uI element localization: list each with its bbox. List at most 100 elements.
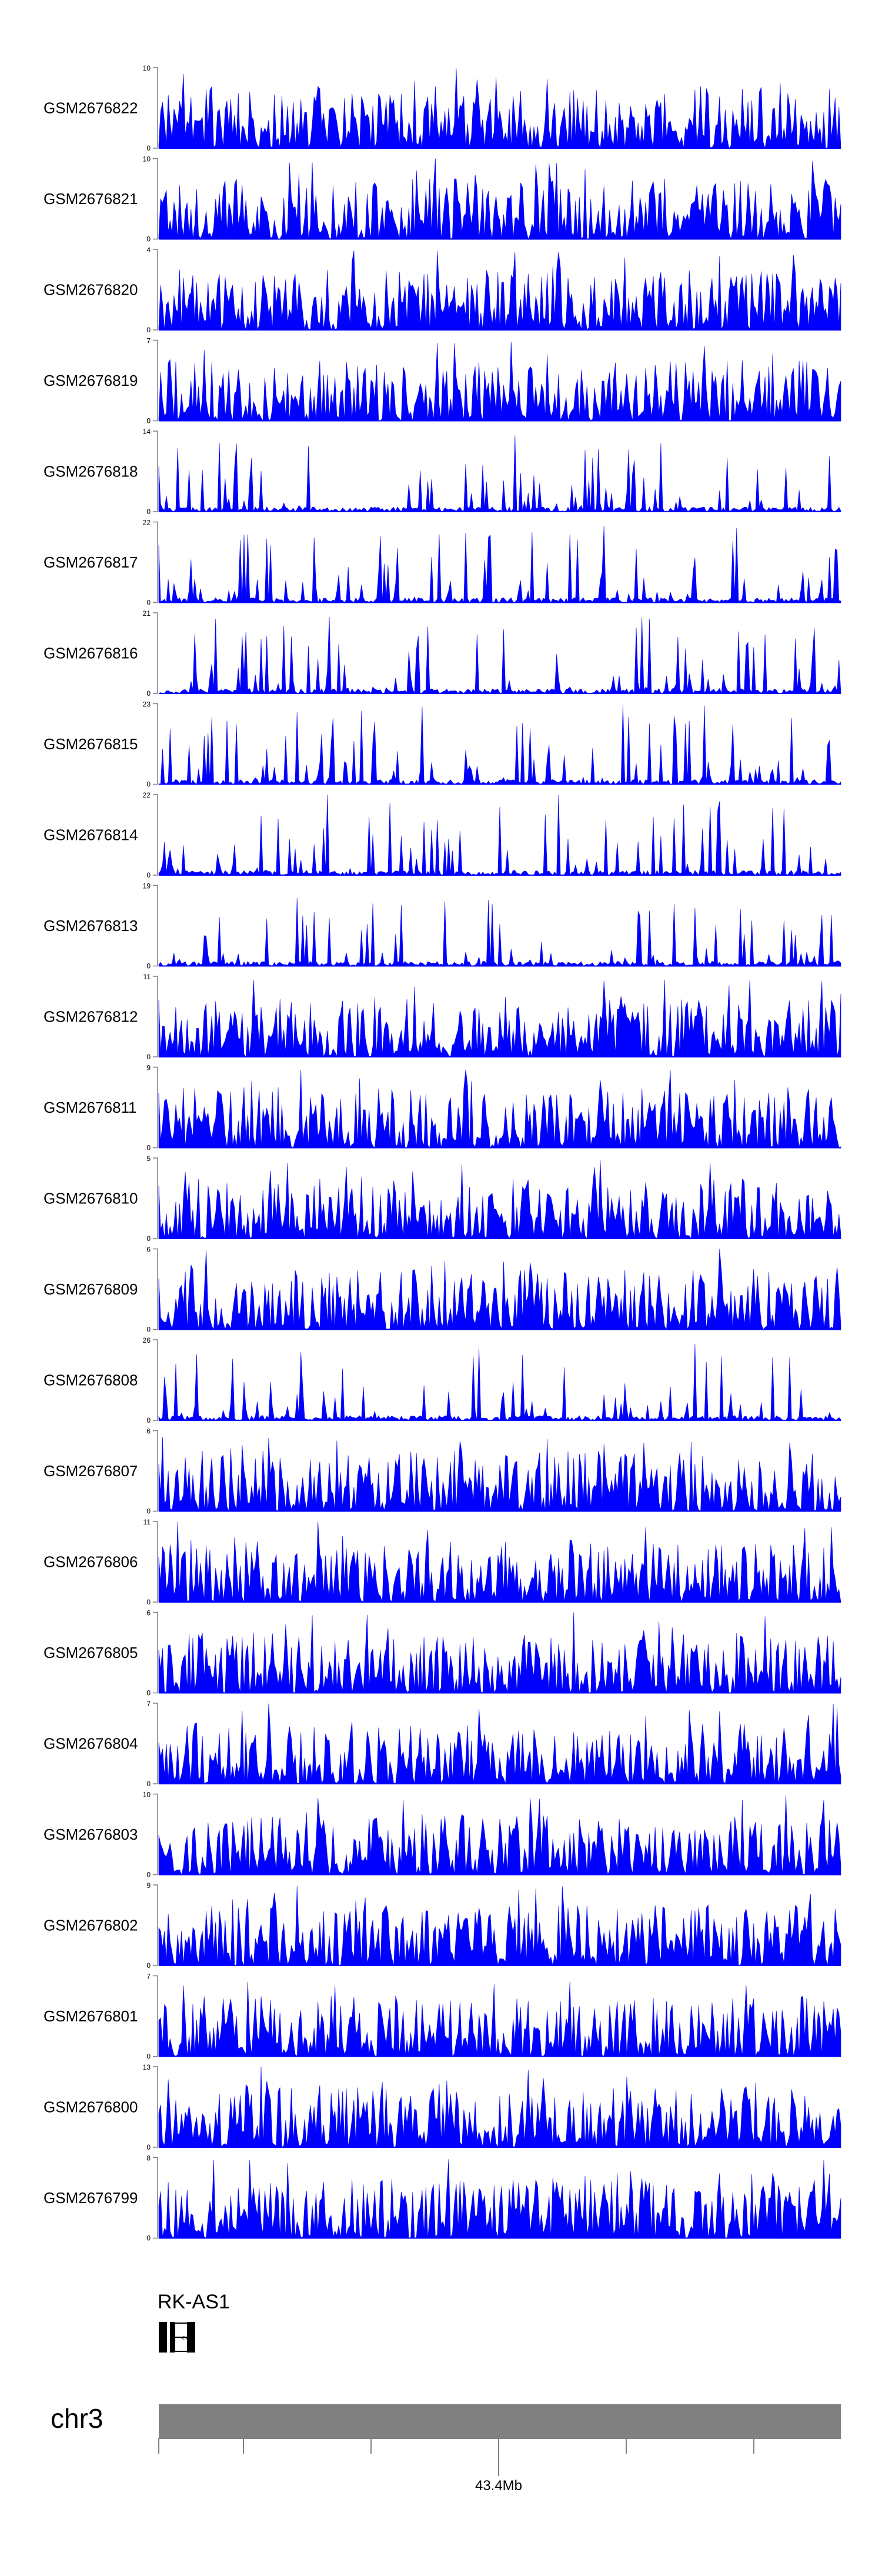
chromosome-bar bbox=[159, 2404, 841, 2438]
coverage-track: GSM2676803 10 0 bbox=[44, 1791, 841, 1879]
gene-exon-block bbox=[159, 2322, 167, 2353]
coverage-track: GSM2676810 5 0 bbox=[44, 1154, 841, 1243]
track-ymax-tick-label: 21 bbox=[143, 609, 151, 618]
coverage-area bbox=[158, 68, 841, 149]
track-label: GSM2676803 bbox=[44, 1826, 138, 1843]
coverage-track: GSM2676806 11 0 bbox=[44, 1518, 841, 1606]
track-ymin-tick-label: 0 bbox=[146, 1326, 151, 1334]
track-y-axis bbox=[153, 158, 158, 240]
coverage-area bbox=[158, 1344, 841, 1421]
track-y-axis bbox=[153, 885, 158, 967]
track-label: GSM2676817 bbox=[44, 553, 138, 571]
track-y-axis bbox=[153, 431, 158, 512]
coverage-track: GSM2676821 10 0 bbox=[44, 155, 841, 243]
track-y-axis bbox=[153, 1884, 158, 1966]
track-ymin-tick-label: 0 bbox=[146, 1416, 151, 1424]
gene-strand-arrow: << bbox=[181, 2334, 189, 2342]
gene-exon-block bbox=[170, 2322, 175, 2353]
gene-model-icon: << bbox=[159, 2322, 195, 2353]
track-ymax-tick-label: 8 bbox=[146, 2154, 151, 2163]
track-ymax-tick-label: 23 bbox=[143, 700, 151, 709]
track-ymin-tick-label: 0 bbox=[146, 1234, 151, 1243]
gene-exon-block bbox=[187, 2322, 195, 2353]
track-y-axis bbox=[153, 1521, 158, 1603]
coverage-tracks: GSM2676822100GSM2676821100GSM267682040GS… bbox=[44, 64, 841, 2243]
track-label: GSM2676809 bbox=[44, 1280, 138, 1298]
track-label: GSM2676816 bbox=[44, 645, 138, 662]
gene-label: RK-AS1 bbox=[158, 2291, 230, 2313]
track-y-axis bbox=[153, 249, 158, 331]
track-ymax-tick-label: 7 bbox=[146, 1700, 151, 1708]
track-label: GSM2676819 bbox=[44, 372, 138, 389]
coverage-area bbox=[158, 2159, 841, 2239]
track-ymax-tick-label: 6 bbox=[146, 1609, 151, 1617]
track-y-axis bbox=[153, 67, 158, 149]
track-ymin-tick-label: 0 bbox=[146, 780, 151, 789]
track-ymax-tick-label: 10 bbox=[143, 64, 151, 72]
track-y-axis bbox=[153, 1975, 158, 2057]
track-y-axis bbox=[153, 521, 158, 603]
track-y-axis bbox=[153, 612, 158, 694]
track-ymin-tick-label: 0 bbox=[146, 2053, 151, 2061]
track-ymin-tick-label: 0 bbox=[146, 1053, 151, 1061]
track-y-axis bbox=[153, 1430, 158, 1512]
coverage-area bbox=[158, 525, 841, 603]
coverage-area bbox=[158, 1886, 841, 1966]
track-y-axis bbox=[153, 1703, 158, 1784]
coverage-track: GSM2676819 7 0 bbox=[44, 337, 841, 425]
axis-tick-label: 43.4Mb bbox=[475, 2478, 522, 2494]
track-ymax-tick-label: 10 bbox=[143, 155, 151, 163]
track-ymax-tick-label: 4 bbox=[146, 246, 151, 254]
coverage-track: GSM2676804 7 0 bbox=[44, 1700, 841, 1788]
track-ymax-tick-label: 14 bbox=[143, 428, 151, 436]
track-ymin-tick-label: 0 bbox=[146, 1780, 151, 1788]
track-ymin-tick-label: 0 bbox=[146, 508, 151, 516]
track-ymax-tick-label: 11 bbox=[143, 973, 151, 981]
chromosome-label: chr3 bbox=[51, 2403, 103, 2434]
coverage-track: GSM2676805 6 0 bbox=[44, 1609, 841, 1697]
track-label: GSM2676814 bbox=[44, 826, 138, 844]
track-ymax-tick-label: 9 bbox=[146, 1064, 151, 1072]
coverage-area bbox=[158, 1069, 841, 1149]
coverage-track: GSM2676816 21 0 bbox=[44, 609, 841, 698]
track-label: GSM2676810 bbox=[44, 1190, 138, 1207]
coverage-area bbox=[158, 705, 841, 785]
track-ymin-tick-label: 0 bbox=[146, 599, 151, 607]
track-label: GSM2676804 bbox=[44, 1735, 138, 1753]
track-y-axis bbox=[153, 1339, 158, 1421]
coverage-track: GSM2676813 19 0 bbox=[44, 882, 841, 970]
coverage-track: GSM2676812 11 0 bbox=[44, 973, 841, 1061]
track-ymin-tick-label: 0 bbox=[146, 2234, 151, 2243]
track-ymin-tick-label: 0 bbox=[146, 417, 151, 425]
track-label: GSM2676799 bbox=[44, 2189, 138, 2207]
gene-annotation-track: RK-AS1 << bbox=[158, 2291, 230, 2353]
track-ymax-tick-label: 26 bbox=[143, 1336, 151, 1344]
coverage-area bbox=[158, 250, 841, 331]
track-label: GSM2676801 bbox=[44, 2007, 138, 2025]
track-ymin-tick-label: 0 bbox=[146, 871, 151, 879]
track-ymax-tick-label: 13 bbox=[143, 2063, 151, 2071]
coverage-track: GSM2676811 9 0 bbox=[44, 1064, 841, 1152]
track-ymax-tick-label: 9 bbox=[146, 1881, 151, 1890]
track-y-axis bbox=[153, 1066, 158, 1149]
coverage-track: GSM2676808 26 0 bbox=[44, 1336, 841, 1424]
track-ymax-tick-label: 22 bbox=[143, 519, 151, 527]
track-label: GSM2676812 bbox=[44, 1008, 138, 1026]
coverage-area bbox=[158, 1160, 841, 1239]
track-ymin-tick-label: 0 bbox=[146, 235, 151, 243]
coverage-track: GSM2676815 23 0 bbox=[44, 700, 841, 789]
track-label: GSM2676811 bbox=[44, 1099, 137, 1116]
track-y-axis bbox=[153, 339, 158, 422]
track-label: GSM2676822 bbox=[44, 99, 138, 117]
track-y-axis bbox=[153, 1611, 158, 1694]
coverage-track: GSM2676817 22 0 bbox=[44, 519, 841, 607]
track-y-axis bbox=[153, 2066, 158, 2148]
track-label: GSM2676802 bbox=[44, 1917, 138, 1934]
coverage-area bbox=[158, 795, 841, 876]
track-ymin-tick-label: 0 bbox=[146, 1961, 151, 1970]
track-y-axis bbox=[153, 2157, 158, 2239]
coverage-track: GSM2676820 4 0 bbox=[44, 246, 841, 334]
coverage-area bbox=[158, 1795, 841, 1876]
track-ymin-tick-label: 0 bbox=[146, 1689, 151, 1697]
